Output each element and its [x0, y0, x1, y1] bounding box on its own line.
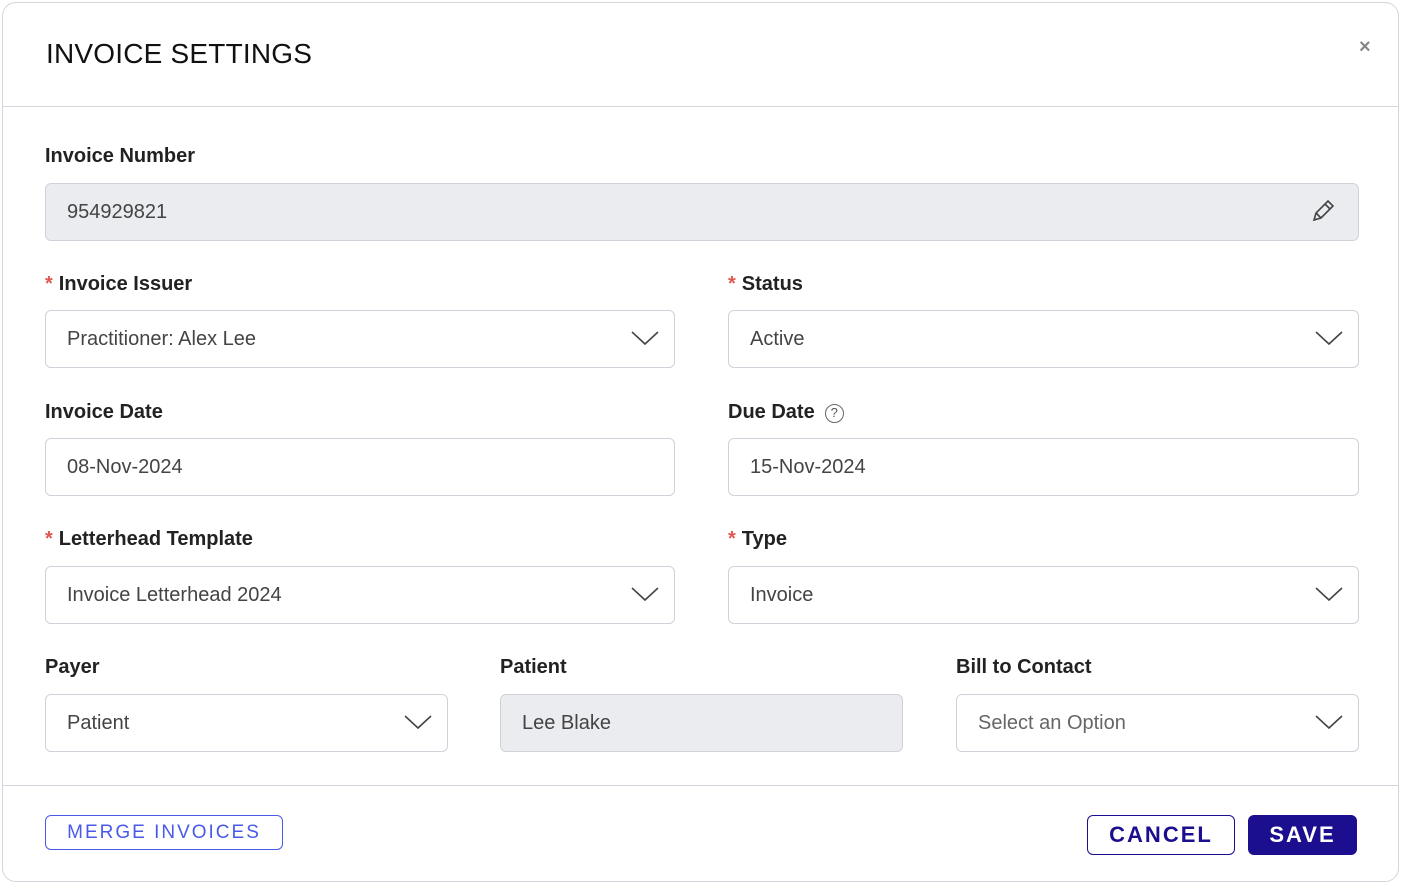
- invoice-issuer-label: * Invoice Issuer: [45, 273, 193, 295]
- type-label: * Type: [728, 528, 787, 550]
- invoice-number-field: 954929821: [45, 183, 1359, 241]
- type-select[interactable]: Invoice: [728, 566, 1359, 624]
- status-select[interactable]: Active: [728, 310, 1359, 368]
- letterhead-label: * Letterhead Template: [45, 528, 253, 550]
- payer-label: Payer: [45, 656, 100, 678]
- invoice-number-label: Invoice Number: [45, 145, 196, 167]
- due-date-label: Due Date?: [728, 401, 844, 424]
- modal-title: INVOICE SETTINGS: [46, 38, 313, 69]
- letterhead-select[interactable]: Invoice Letterhead 2024: [45, 566, 675, 624]
- chevron-down-icon: [404, 715, 432, 730]
- save-button[interactable]: SAVE: [1248, 815, 1357, 855]
- invoice-issuer-select[interactable]: Practitioner: Alex Lee: [45, 310, 675, 368]
- patient-field: Lee Blake: [500, 694, 903, 752]
- cancel-button[interactable]: CANCEL: [1087, 815, 1235, 855]
- footer-divider: [3, 785, 1398, 786]
- bill-to-label: Bill to Contact: [956, 656, 1092, 678]
- pencil-icon[interactable]: [1310, 198, 1336, 224]
- close-icon[interactable]: ×: [1359, 36, 1371, 58]
- chevron-down-icon: [631, 331, 659, 346]
- chevron-down-icon: [1315, 715, 1343, 730]
- bill-to-select[interactable]: Select an Option: [956, 694, 1359, 752]
- help-icon[interactable]: ?: [824, 404, 844, 423]
- invoice-date-input[interactable]: 08-Nov-2024: [45, 438, 675, 496]
- merge-invoices-button[interactable]: MERGE INVOICES: [45, 815, 283, 850]
- payer-select[interactable]: Patient: [45, 694, 448, 752]
- chevron-down-icon: [1315, 587, 1343, 602]
- chevron-down-icon: [631, 587, 659, 602]
- chevron-down-icon: [1315, 331, 1343, 346]
- status-label: * Status: [728, 273, 803, 295]
- due-date-input[interactable]: 15-Nov-2024: [728, 438, 1359, 496]
- invoice-date-label: Invoice Date: [45, 401, 163, 423]
- invoice-number-value: 954929821: [67, 200, 168, 223]
- header-divider: [3, 106, 1398, 107]
- patient-label: Patient: [500, 656, 567, 678]
